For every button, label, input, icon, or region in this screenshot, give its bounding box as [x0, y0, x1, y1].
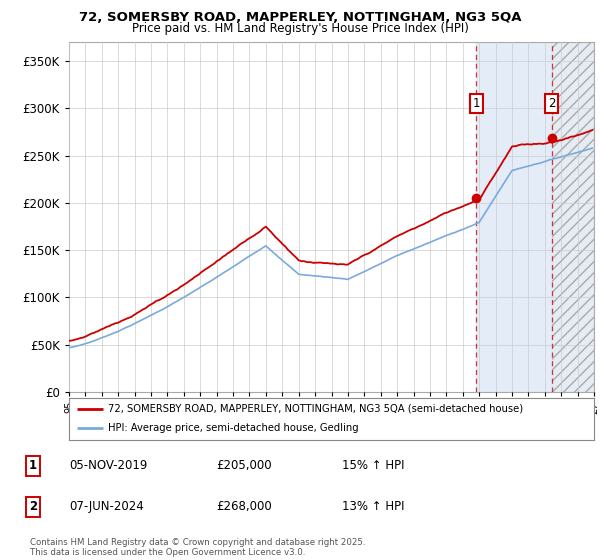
Bar: [476, 42, 551, 392]
Text: 07-JUN-2024: 07-JUN-2024: [69, 500, 144, 514]
Text: HPI: Average price, semi-detached house, Gedling: HPI: Average price, semi-detached house,…: [109, 423, 359, 433]
Text: 1: 1: [473, 97, 480, 110]
Text: 05-NOV-2019: 05-NOV-2019: [69, 459, 148, 473]
Text: 2: 2: [29, 500, 37, 514]
Bar: [551, 42, 594, 392]
Text: 1: 1: [29, 459, 37, 473]
Bar: [551, 42, 594, 392]
Text: 13% ↑ HPI: 13% ↑ HPI: [342, 500, 404, 514]
Text: £205,000: £205,000: [216, 459, 272, 473]
Text: £268,000: £268,000: [216, 500, 272, 514]
Text: 2: 2: [548, 97, 556, 110]
Text: 15% ↑ HPI: 15% ↑ HPI: [342, 459, 404, 473]
Text: Price paid vs. HM Land Registry's House Price Index (HPI): Price paid vs. HM Land Registry's House …: [131, 22, 469, 35]
Text: Contains HM Land Registry data © Crown copyright and database right 2025.
This d: Contains HM Land Registry data © Crown c…: [30, 538, 365, 557]
Text: 72, SOMERSBY ROAD, MAPPERLEY, NOTTINGHAM, NG3 5QA: 72, SOMERSBY ROAD, MAPPERLEY, NOTTINGHAM…: [79, 11, 521, 24]
Text: 72, SOMERSBY ROAD, MAPPERLEY, NOTTINGHAM, NG3 5QA (semi-detached house): 72, SOMERSBY ROAD, MAPPERLEY, NOTTINGHAM…: [109, 404, 523, 414]
